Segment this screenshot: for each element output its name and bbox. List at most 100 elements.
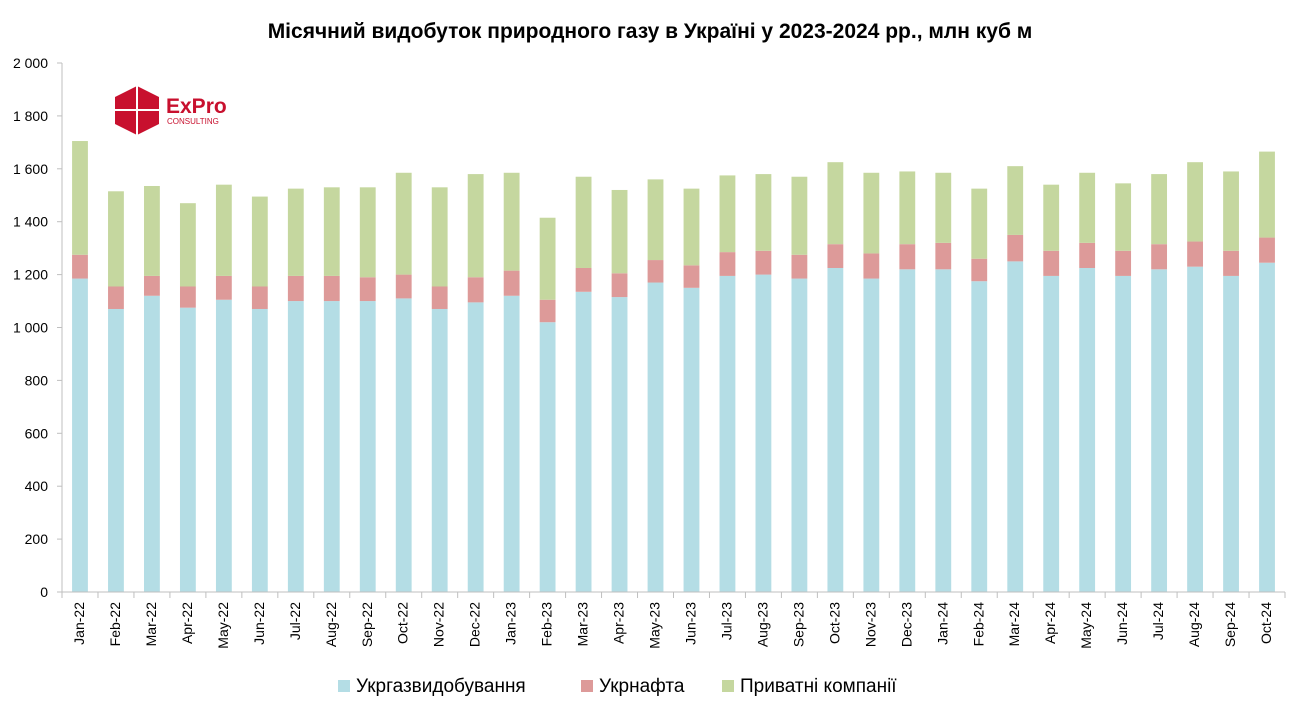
x-tick-label: Jul-22	[287, 602, 303, 640]
bar-segment-2	[791, 254, 808, 279]
bar-segment-3	[467, 174, 484, 278]
bar-segment-2	[1259, 237, 1275, 263]
bar-segment-2	[575, 267, 592, 292]
x-tick-label: Feb-24	[970, 602, 986, 647]
bar-segment-2	[215, 275, 232, 300]
bar-segment-3	[323, 187, 340, 276]
bar-segment-2	[1115, 250, 1132, 276]
x-tick-label: Apr-24	[1042, 602, 1058, 644]
bar-segment-1	[251, 308, 268, 592]
bar-segment-2	[179, 286, 196, 308]
legend-label: Укргазвидобування	[356, 676, 526, 697]
bar-segment-3	[215, 184, 232, 276]
bar-segment-2	[755, 250, 772, 275]
bar-segment-3	[1151, 174, 1168, 245]
y-tick-label: 600	[25, 425, 49, 441]
y-tick-label: 800	[25, 372, 49, 388]
bar-segment-2	[1007, 234, 1024, 262]
bar-segment-1	[827, 267, 844, 592]
bar-segment-1	[215, 299, 232, 592]
bar-segment-1	[1079, 267, 1096, 592]
x-tick-label: Jun-24	[1114, 602, 1130, 645]
legend-swatch	[722, 680, 734, 692]
x-tick-label: Oct-24	[1258, 602, 1274, 644]
bar-segment-2	[1223, 250, 1239, 276]
bar-segment-3	[1079, 172, 1096, 243]
bar-segment-3	[575, 176, 592, 268]
x-tick-label: Jun-23	[682, 602, 698, 645]
chart-title: Місячний видобуток природного газу в Укр…	[268, 20, 1033, 43]
bar-segment-1	[575, 291, 592, 592]
bar-segment-1	[935, 269, 952, 592]
bar-segment-2	[323, 275, 340, 302]
bar-segment-3	[863, 172, 880, 254]
bar-segment-2	[971, 258, 988, 282]
x-axis: Jan-22 Feb-22 Mar-22 Apr-22 May-22 Jun-22 Jul-…	[61, 591, 1286, 649]
x-tick-label: Apr-23	[611, 602, 627, 644]
bar-segment-3	[287, 188, 304, 276]
bar-segment-1	[1007, 261, 1024, 592]
x-tick-label: Mar-24	[1006, 602, 1022, 647]
x-tick-label: Dec-22	[467, 602, 483, 647]
bar-segment-2	[503, 270, 520, 296]
bar-segment-3	[899, 171, 916, 245]
bar-segment-3	[1187, 162, 1203, 242]
bar-segment-3	[539, 217, 556, 300]
bar-segment-1	[863, 278, 880, 592]
y-tick-label: 1 400	[13, 214, 48, 230]
bar-segment-2	[827, 244, 844, 268]
bar-segment-3	[683, 188, 700, 266]
x-tick-label: Nov-22	[431, 602, 447, 647]
bar-segment-2	[359, 277, 376, 302]
logo-subtitle: CONSULTING	[167, 117, 219, 126]
x-tick-label: Feb-22	[107, 602, 123, 647]
bar-segment-3	[1043, 184, 1060, 251]
bar-segment-1	[395, 298, 412, 592]
x-tick-label: Mar-23	[575, 602, 591, 647]
bar-segment-3	[827, 162, 844, 245]
bar-segment-3	[179, 203, 196, 287]
bar-segment-1	[539, 322, 556, 592]
x-tick-label: Aug-23	[754, 602, 770, 647]
bar-segment-2	[108, 286, 124, 309]
bar-segment-1	[144, 295, 160, 592]
x-tick-label: Jun-22	[251, 602, 267, 645]
bar-segment-1	[611, 297, 628, 592]
bar-segment-1	[1259, 262, 1275, 592]
bar-segment-2	[251, 286, 268, 309]
bar-segment-2	[144, 275, 160, 296]
x-tick-label: Nov-23	[862, 602, 878, 647]
bar-segment-1	[971, 281, 988, 592]
bars-group	[72, 141, 1275, 592]
bar-segment-2	[611, 273, 628, 298]
bar-segment-3	[144, 185, 160, 276]
x-tick-label: Jan-23	[503, 602, 519, 645]
x-tick-label: Jan-24	[934, 602, 950, 645]
bar-segment-1	[719, 275, 736, 592]
bar-segment-3	[719, 175, 736, 253]
bar-segment-2	[1079, 242, 1096, 268]
bar-segment-2	[899, 244, 916, 270]
bar-segment-2	[287, 275, 304, 302]
legend-label: Укрнафта	[599, 676, 685, 697]
bar-segment-1	[1151, 269, 1168, 592]
y-tick-label: 400	[25, 478, 49, 494]
bar-segment-3	[108, 191, 124, 287]
bar-segment-2	[539, 299, 556, 323]
logo-name: ExPro	[166, 95, 227, 118]
bar-segment-3	[359, 187, 376, 278]
bar-segment-1	[72, 278, 88, 592]
bar-segment-1	[323, 301, 340, 592]
y-tick-label: 2 000	[13, 55, 48, 71]
y-tick-label: 200	[25, 531, 49, 547]
x-tick-label: Aug-22	[323, 602, 339, 647]
bar-segment-3	[791, 176, 808, 255]
bar-segment-3	[935, 172, 952, 243]
y-tick-label: 0	[40, 584, 48, 600]
x-tick-label: Feb-23	[539, 602, 555, 647]
bar-segment-1	[287, 301, 304, 592]
y-tick-label: 1 800	[13, 108, 48, 124]
bar-segment-3	[611, 189, 628, 274]
legend: Укргазвидобування Укрнафта Приватні компан…	[338, 676, 897, 697]
